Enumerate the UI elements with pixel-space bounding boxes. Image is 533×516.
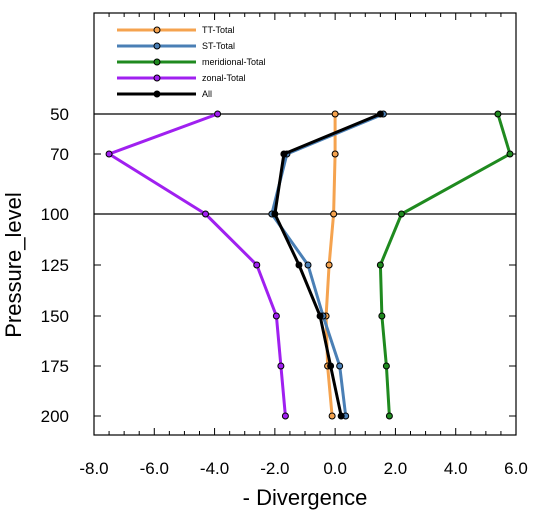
- legend-marker: [153, 90, 161, 98]
- legend-item-all: All: [117, 89, 212, 99]
- y-axis-title: Pressure_level: [1, 192, 26, 338]
- series-group: [105, 110, 514, 420]
- data-point-tt-total: [325, 261, 333, 269]
- x-tick-label: 2.0: [384, 459, 408, 478]
- legend-marker: [153, 58, 161, 66]
- data-point-zonal-total: [202, 210, 210, 218]
- data-point-meridional-total: [494, 110, 502, 118]
- data-point-all: [337, 412, 345, 420]
- legend-label: zonal-Total: [202, 73, 246, 83]
- x-tick-label: 0.0: [323, 459, 347, 478]
- legend: TT-Total ST-Total meridional-Total zonal-To…: [117, 25, 266, 99]
- x-tick-label: 4.0: [444, 459, 468, 478]
- y-tick-label: 200: [41, 407, 69, 426]
- x-axis-title: - Divergence: [243, 485, 368, 510]
- data-point-tt-total: [331, 110, 339, 118]
- data-point-all: [280, 150, 288, 158]
- data-point-tt-total: [331, 150, 339, 158]
- series-meridional-total: [376, 110, 514, 420]
- data-point-tt-total: [330, 210, 338, 218]
- series-zonal-total: [105, 110, 289, 420]
- x-tick-label: 6.0: [504, 459, 528, 478]
- series-all: [271, 110, 384, 420]
- data-point-all: [271, 210, 279, 218]
- y-tick-label: 125: [41, 256, 69, 275]
- y-tick-label: 70: [50, 145, 69, 164]
- data-point-meridional-total: [376, 261, 384, 269]
- legend-item-meridional-total: meridional-Total: [117, 57, 266, 67]
- data-point-all: [316, 312, 324, 320]
- data-point-zonal-total: [281, 412, 289, 420]
- legend-item-tt-total: TT-Total: [117, 25, 235, 35]
- y-tick-label: 50: [50, 105, 69, 124]
- legend-label: meridional-Total: [202, 57, 266, 67]
- x-tick-label: -8.0: [79, 459, 108, 478]
- data-point-meridional-total: [397, 210, 405, 218]
- data-point-zonal-total: [272, 312, 280, 320]
- legend-marker: [153, 42, 161, 50]
- reference-lines: [94, 113, 516, 215]
- data-point-zonal-total: [253, 261, 261, 269]
- x-tick-label: -6.0: [140, 459, 169, 478]
- x-axis-tick-labels: -8.0 -6.0 -4.0 -2.0 0.0 2.0 4.0 6.0: [79, 459, 527, 478]
- data-point-all: [327, 362, 335, 370]
- y-axis-tick-labels: 50 70 100 125 150 175 200: [41, 105, 69, 426]
- data-point-zonal-total: [277, 362, 285, 370]
- data-point-meridional-total: [506, 150, 514, 158]
- data-point-meridional-total: [378, 312, 386, 320]
- legend-label: ST-Total: [202, 41, 235, 51]
- data-point-all: [376, 110, 384, 118]
- legend-label: All: [202, 89, 212, 99]
- legend-marker: [153, 26, 161, 34]
- x-tick-label: -4.0: [200, 459, 229, 478]
- axis-ticks: [93, 13, 517, 435]
- data-point-st-total: [336, 362, 344, 370]
- legend-item-zonal-total: zonal-Total: [117, 73, 246, 83]
- legend-label: TT-Total: [202, 25, 235, 35]
- data-point-tt-total: [328, 412, 336, 420]
- data-point-all: [295, 261, 303, 269]
- y-tick-label: 150: [41, 307, 69, 326]
- data-point-meridional-total: [385, 412, 393, 420]
- legend-item-st-total: ST-Total: [117, 41, 235, 51]
- data-point-st-total: [304, 261, 312, 269]
- y-tick-label: 175: [41, 357, 69, 376]
- data-point-meridional-total: [382, 362, 390, 370]
- y-tick-label: 100: [41, 205, 69, 224]
- x-tick-label: -2.0: [260, 459, 289, 478]
- data-point-zonal-total: [214, 110, 222, 118]
- series-line-meridional-total: [378, 113, 512, 417]
- legend-marker: [153, 74, 161, 82]
- data-point-zonal-total: [105, 150, 113, 158]
